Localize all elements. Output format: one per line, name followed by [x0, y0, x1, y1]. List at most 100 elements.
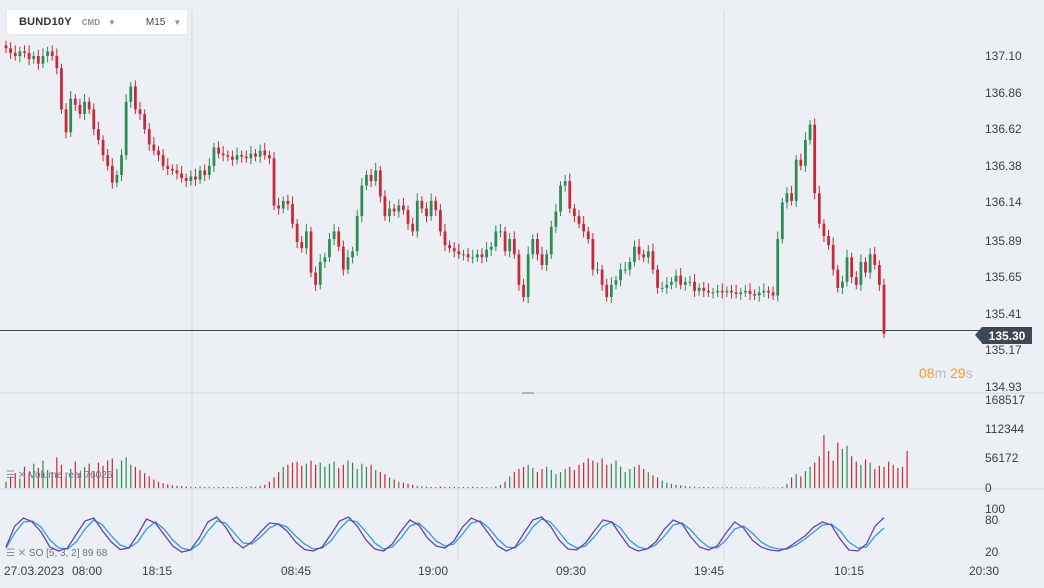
candle [850, 257, 854, 278]
candle [568, 181, 572, 209]
price-tick-label: 135.41 [985, 306, 1022, 321]
candle [817, 193, 821, 224]
stoch-tick-label: 100 [985, 502, 1006, 516]
candle [877, 264, 881, 285]
timeframe-selector[interactable]: M15 [145, 16, 166, 28]
candle [753, 293, 756, 296]
candle-countdown: 08m 29s [919, 365, 973, 381]
candle [438, 210, 442, 232]
candle [9, 48, 13, 53]
candle [402, 205, 405, 211]
candle [642, 254, 646, 258]
candle [365, 174, 368, 186]
countdown-seconds: 29 [950, 365, 966, 381]
candle [41, 56, 45, 64]
candle [189, 176, 193, 182]
candle [263, 150, 267, 156]
candle [36, 56, 40, 64]
candle [217, 147, 220, 154]
close-icon[interactable]: ✕ [17, 470, 27, 481]
symbol-name: BUND10Y [19, 16, 72, 28]
countdown-minutes-unit: m [934, 365, 947, 381]
candle [656, 269, 659, 288]
candle [244, 156, 248, 159]
candle [508, 239, 512, 252]
candle [138, 109, 142, 114]
stoch-close-icon[interactable]: ✕ [17, 548, 27, 559]
symbol-selector[interactable]: BUND10Y CMD ▼ M15 ▼ [7, 10, 187, 34]
candle [60, 68, 63, 110]
candle [707, 290, 710, 293]
timeframe-chevron-down-icon[interactable]: ▼ [173, 17, 182, 27]
volume-tick-label: 168517 [985, 393, 1026, 407]
candle [582, 223, 586, 232]
candle [415, 200, 419, 232]
candle [286, 200, 290, 204]
candle [378, 170, 382, 197]
candle [868, 254, 872, 273]
candle [665, 284, 669, 288]
candle [743, 290, 747, 293]
price-tick-label: 137.10 [985, 49, 1022, 63]
candle [346, 257, 350, 270]
candle [540, 254, 544, 265]
candle [32, 56, 36, 60]
candle [27, 52, 31, 60]
candle [120, 155, 123, 175]
candle [360, 185, 364, 217]
stoch-label: SO [28, 548, 44, 559]
stoch-tick-label: 20 [985, 545, 999, 559]
stoch-settings-icon[interactable]: ☰ [6, 548, 15, 559]
time-axis-label: 20:30 [969, 564, 1000, 578]
candle [480, 254, 484, 258]
candle [337, 231, 341, 247]
price-tick-label: 136.14 [985, 195, 1022, 210]
candle [637, 246, 641, 255]
candle [226, 155, 230, 157]
settings-icon[interactable]: ☰ [6, 470, 15, 481]
candle [577, 216, 581, 224]
candle [277, 205, 281, 209]
candle [323, 257, 327, 262]
candle [55, 56, 59, 69]
candle [18, 51, 22, 56]
candle [97, 129, 100, 140]
time-axis-label: 27.03.2023 [4, 564, 65, 578]
candle [318, 261, 322, 285]
candle [452, 248, 456, 252]
candle [221, 153, 225, 156]
time-axis-label: 08:45 [281, 564, 312, 578]
candle [471, 257, 475, 259]
candle [78, 104, 82, 114]
stoch-d-line [5, 518, 885, 551]
candle [87, 101, 91, 110]
candle [600, 269, 604, 285]
candle [369, 174, 373, 182]
candle [864, 261, 867, 273]
stoch-d-value: 68 [96, 548, 108, 559]
candle [785, 193, 789, 203]
candle [69, 98, 73, 133]
candle [166, 165, 170, 169]
candle [268, 155, 271, 159]
candle [651, 251, 655, 270]
current-price-label: 135.30 [975, 327, 1032, 344]
candle [762, 290, 766, 293]
candle [725, 290, 729, 293]
candle [300, 242, 304, 249]
time-axis-label: 19:45 [694, 564, 725, 578]
candle [697, 287, 701, 291]
candle [628, 261, 632, 270]
candle [845, 257, 849, 282]
chevron-down-icon[interactable]: ▼ [107, 17, 116, 27]
candle [388, 208, 391, 217]
candle [355, 216, 359, 252]
time-axis-label: 19:00 [418, 564, 449, 578]
candle [623, 269, 627, 271]
candle [23, 51, 26, 53]
candle [522, 284, 525, 298]
candle [203, 170, 207, 175]
candle [674, 275, 678, 282]
